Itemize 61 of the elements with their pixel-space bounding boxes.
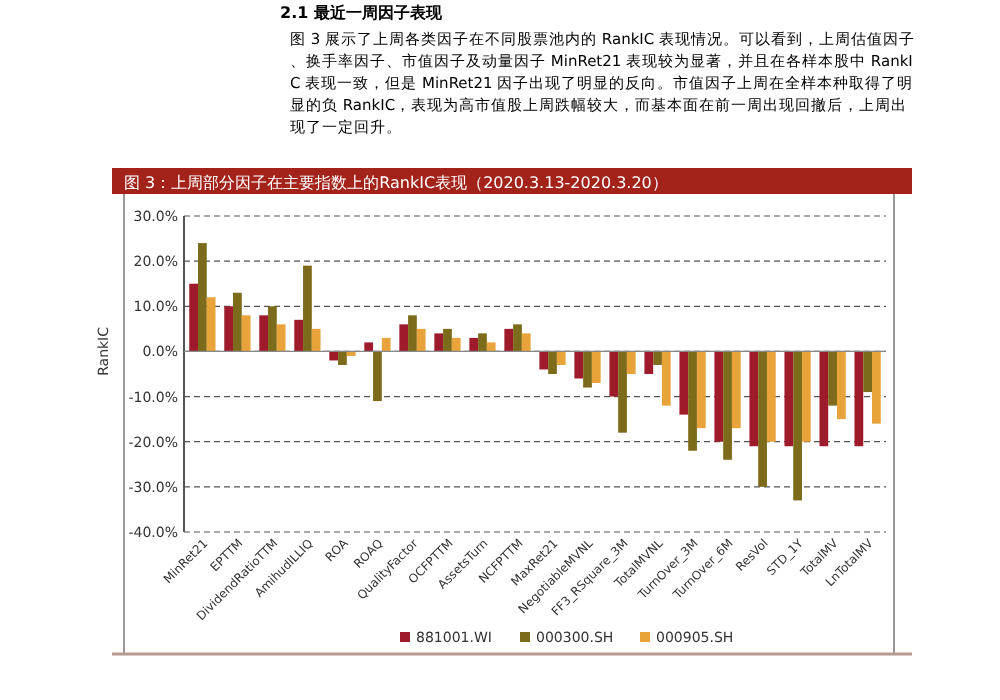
bar	[696, 351, 706, 429]
bar	[276, 324, 286, 352]
bar	[189, 283, 198, 352]
bar	[819, 351, 829, 447]
bar	[206, 297, 216, 352]
bar	[583, 351, 592, 388]
bar	[521, 333, 531, 352]
bar	[731, 351, 741, 429]
bar	[591, 351, 601, 384]
bar	[574, 351, 584, 379]
bar	[539, 351, 549, 370]
bar	[224, 306, 234, 352]
bar	[863, 351, 872, 393]
bar	[504, 328, 514, 352]
bar	[303, 265, 312, 352]
bar	[338, 351, 347, 365]
bar	[679, 351, 689, 415]
bar	[688, 351, 697, 451]
bar	[416, 328, 426, 352]
bar	[618, 351, 627, 433]
bar	[723, 351, 732, 460]
bar	[828, 351, 837, 406]
bar	[329, 351, 339, 361]
bar	[871, 351, 881, 424]
bar	[434, 333, 444, 352]
bar	[644, 351, 654, 374]
bar	[793, 351, 802, 501]
bar	[198, 243, 207, 352]
bar	[749, 351, 759, 447]
bar	[653, 351, 662, 365]
bar	[373, 351, 382, 402]
text: 2.1 最近一周因子表现	[280, 4, 444, 22]
bar	[408, 315, 417, 352]
bar	[241, 315, 251, 352]
chart-title: 图 3：上周部分因子在主要指数上的RankIC表现（2020.3.13-2020.3.20）	[124, 174, 668, 192]
bar	[294, 319, 304, 352]
bar	[311, 328, 321, 352]
bar	[784, 351, 794, 447]
bar	[478, 333, 487, 352]
bar	[836, 351, 846, 420]
bar	[556, 351, 566, 365]
bar	[268, 306, 277, 352]
bar	[548, 351, 557, 374]
bar	[399, 324, 409, 352]
bar	[233, 292, 242, 352]
bar	[609, 351, 619, 397]
bar	[758, 351, 767, 487]
bar	[801, 351, 811, 442]
bar	[259, 315, 269, 352]
bar	[364, 342, 374, 352]
bar	[469, 337, 479, 352]
bar	[626, 351, 636, 374]
bar	[513, 324, 522, 352]
bar	[443, 328, 452, 352]
bar	[714, 351, 724, 442]
bar	[451, 337, 461, 352]
bar	[661, 351, 671, 406]
bar	[766, 351, 776, 442]
bar	[381, 337, 391, 352]
bar	[486, 342, 496, 352]
bar	[854, 351, 864, 447]
